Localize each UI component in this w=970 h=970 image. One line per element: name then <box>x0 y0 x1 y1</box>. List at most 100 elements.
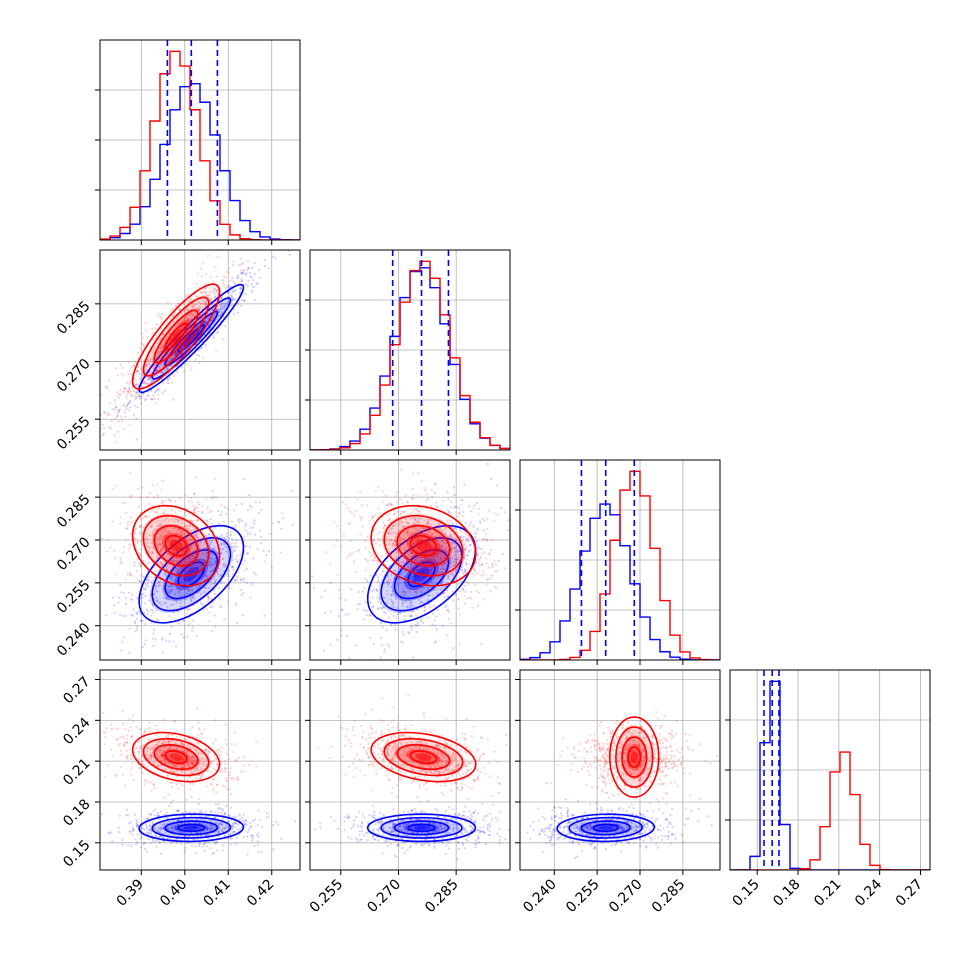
sample-point <box>404 582 407 585</box>
sample-point <box>439 556 443 559</box>
sample-point <box>190 545 193 548</box>
sample-point <box>186 318 190 321</box>
sample-point <box>248 545 252 548</box>
sample-point <box>151 551 154 554</box>
sample-point <box>395 557 398 560</box>
sample-point <box>395 549 398 552</box>
sample-point <box>455 558 458 561</box>
sample-point <box>129 532 132 535</box>
sample-point <box>195 831 199 834</box>
sample-point <box>151 837 154 841</box>
sample-point <box>407 631 410 634</box>
sample-point <box>184 295 187 298</box>
sample-point <box>457 515 460 518</box>
sample-point <box>138 766 141 770</box>
sample-point <box>178 509 181 512</box>
sample-point <box>390 527 393 530</box>
sample-point <box>171 565 174 568</box>
sample-point <box>448 519 451 522</box>
sample-point <box>166 827 169 830</box>
sample-point <box>217 752 220 755</box>
sample-point <box>214 496 218 499</box>
sample-point <box>134 576 138 580</box>
sample-point <box>388 582 391 585</box>
sample-point <box>443 556 446 559</box>
sample-point <box>512 588 514 590</box>
sample-point <box>211 489 214 493</box>
sample-point <box>373 539 376 542</box>
sample-point <box>129 406 132 409</box>
sample-point <box>199 315 202 318</box>
sample-point <box>187 608 190 611</box>
sample-point <box>182 636 185 639</box>
sample-point <box>173 560 176 563</box>
sample-point <box>170 559 174 563</box>
sample-point <box>225 743 228 746</box>
sample-point <box>453 506 456 509</box>
sample-point <box>216 294 219 297</box>
sample-point <box>200 810 204 813</box>
sample-point <box>178 308 181 311</box>
sample-point <box>376 533 379 536</box>
sample-point <box>188 318 191 322</box>
sample-point <box>129 372 132 376</box>
sample-point <box>120 372 123 375</box>
sample-point <box>122 735 125 738</box>
sample-point <box>446 549 449 553</box>
sample-point <box>210 824 213 827</box>
sample-point <box>433 547 437 550</box>
sample-point <box>393 512 396 515</box>
sample-point <box>223 618 226 621</box>
sample-point <box>193 769 196 772</box>
sample-point <box>375 589 378 592</box>
sample-point <box>163 519 167 522</box>
sample-point <box>198 311 201 315</box>
sample-point <box>216 292 220 295</box>
sample-point <box>420 591 423 594</box>
sample-point <box>192 330 195 333</box>
sample-point <box>414 532 418 535</box>
sample-point <box>133 378 136 381</box>
sample-point <box>225 546 229 549</box>
sample-point <box>480 574 483 577</box>
sample-point <box>206 506 209 510</box>
sample-point <box>427 599 430 602</box>
sample-point <box>184 493 187 497</box>
sample-point <box>416 519 419 523</box>
sample-point <box>152 839 155 843</box>
sample-point <box>135 369 139 372</box>
sample-point <box>417 624 420 627</box>
sample-point <box>435 615 438 618</box>
sample-point <box>213 313 216 316</box>
sample-point <box>273 247 275 249</box>
sample-point <box>239 288 242 291</box>
sample-point <box>242 813 245 816</box>
sample-point <box>184 316 187 320</box>
sample-point <box>365 614 368 617</box>
sample-point <box>129 544 132 548</box>
sample-point <box>231 572 234 575</box>
sample-point <box>175 783 178 786</box>
sample-point <box>115 774 118 778</box>
sample-point <box>257 832 260 835</box>
sample-point <box>443 591 446 595</box>
sample-point <box>170 826 173 829</box>
sample-point <box>188 524 191 528</box>
sample-point <box>447 617 450 621</box>
sample-point <box>135 823 138 826</box>
sample-point <box>438 543 441 546</box>
sample-point <box>110 728 113 731</box>
sample-point <box>155 508 158 511</box>
sample-point <box>374 556 377 559</box>
sample-point <box>441 500 445 503</box>
sample-point <box>214 582 217 585</box>
sample-point <box>169 802 173 805</box>
sample-point <box>187 589 190 592</box>
sample-point <box>478 520 481 523</box>
sample-point <box>391 525 395 528</box>
sample-point <box>407 533 410 537</box>
sample-point <box>169 364 173 368</box>
sample-point <box>443 596 446 599</box>
sample-point <box>114 573 117 576</box>
